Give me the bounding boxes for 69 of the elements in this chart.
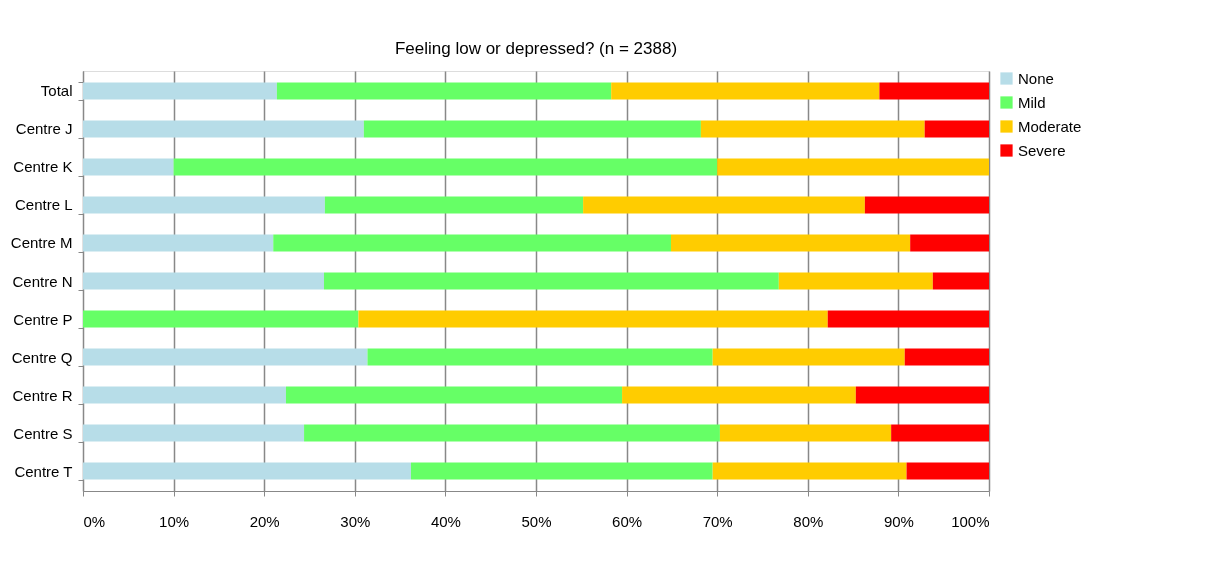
x-tick-label: 30% (340, 512, 371, 530)
bar (367, 348, 713, 366)
bar (670, 234, 911, 252)
bar (906, 462, 989, 480)
legend-label: Mild (1018, 93, 1046, 111)
bar (891, 424, 989, 442)
y-tick-label: Centre T (14, 462, 73, 480)
bar (83, 120, 364, 138)
y-tick-label: Centre R (12, 386, 73, 404)
y-tick-label: Centre Q (11, 348, 73, 366)
bar (83, 158, 174, 176)
y-tick-label: Centre J (15, 120, 73, 138)
bar (910, 234, 989, 252)
bar (864, 196, 989, 214)
bar (712, 348, 905, 366)
bar (83, 310, 359, 328)
x-tick-label: 90% (883, 512, 914, 530)
bar (83, 424, 305, 442)
bar (410, 462, 713, 480)
bar (324, 196, 584, 214)
y-tick-label: Centre L (14, 196, 73, 214)
y-tick-label: Centre N (12, 272, 73, 290)
bar (719, 424, 892, 442)
bar (276, 82, 612, 100)
bar (324, 272, 779, 290)
bar (83, 234, 274, 252)
bar (827, 310, 989, 328)
bar (273, 234, 671, 252)
bar (83, 386, 286, 404)
bar (622, 386, 856, 404)
bar (363, 120, 701, 138)
x-tick-label: 80% (793, 512, 824, 530)
bar (173, 158, 718, 176)
y-tick-label: Centre P (13, 310, 73, 328)
x-tick-label: 10% (159, 512, 190, 530)
bar (285, 386, 623, 404)
y-tick-label: Centre K (13, 158, 73, 176)
y-tick-label: Total (40, 82, 73, 100)
x-tick-label: 20% (249, 512, 280, 530)
bar (83, 462, 411, 480)
bar (712, 462, 907, 480)
bar (83, 272, 324, 290)
y-tick-label: Centre M (10, 234, 73, 252)
bar (924, 120, 989, 138)
legend-label: None (1018, 69, 1054, 87)
legend-label: Severe (1018, 141, 1066, 159)
bar (717, 158, 989, 176)
bar (904, 348, 989, 366)
bar (700, 120, 925, 138)
x-tick-label: 40% (430, 512, 461, 530)
x-tick-label: 0% (83, 512, 106, 530)
bar (304, 424, 720, 442)
chart-title: Feeling low or depressed? (n = 2388) (394, 39, 678, 58)
bar (879, 82, 989, 100)
x-tick-label: 70% (702, 512, 733, 530)
bar (358, 310, 828, 328)
legend-label: Moderate (1018, 117, 1082, 135)
x-tick-label: 60% (612, 512, 643, 530)
bar (83, 196, 325, 214)
bar (855, 386, 989, 404)
bar (932, 272, 989, 290)
y-tick-label: Centre S (13, 424, 73, 442)
bar (83, 348, 368, 366)
bar (83, 82, 277, 100)
bar (583, 196, 865, 214)
bar (611, 82, 880, 100)
bar (778, 272, 933, 290)
x-tick-label: 100% (951, 512, 990, 530)
x-tick-label: 50% (521, 512, 552, 530)
